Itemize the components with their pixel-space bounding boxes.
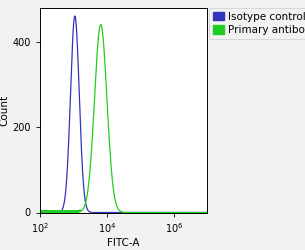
X-axis label: FITC-A: FITC-A — [107, 238, 140, 248]
Legend: Isotype control, Primary antibody: Isotype control, Primary antibody — [209, 8, 305, 40]
Y-axis label: Count: Count — [0, 94, 9, 126]
